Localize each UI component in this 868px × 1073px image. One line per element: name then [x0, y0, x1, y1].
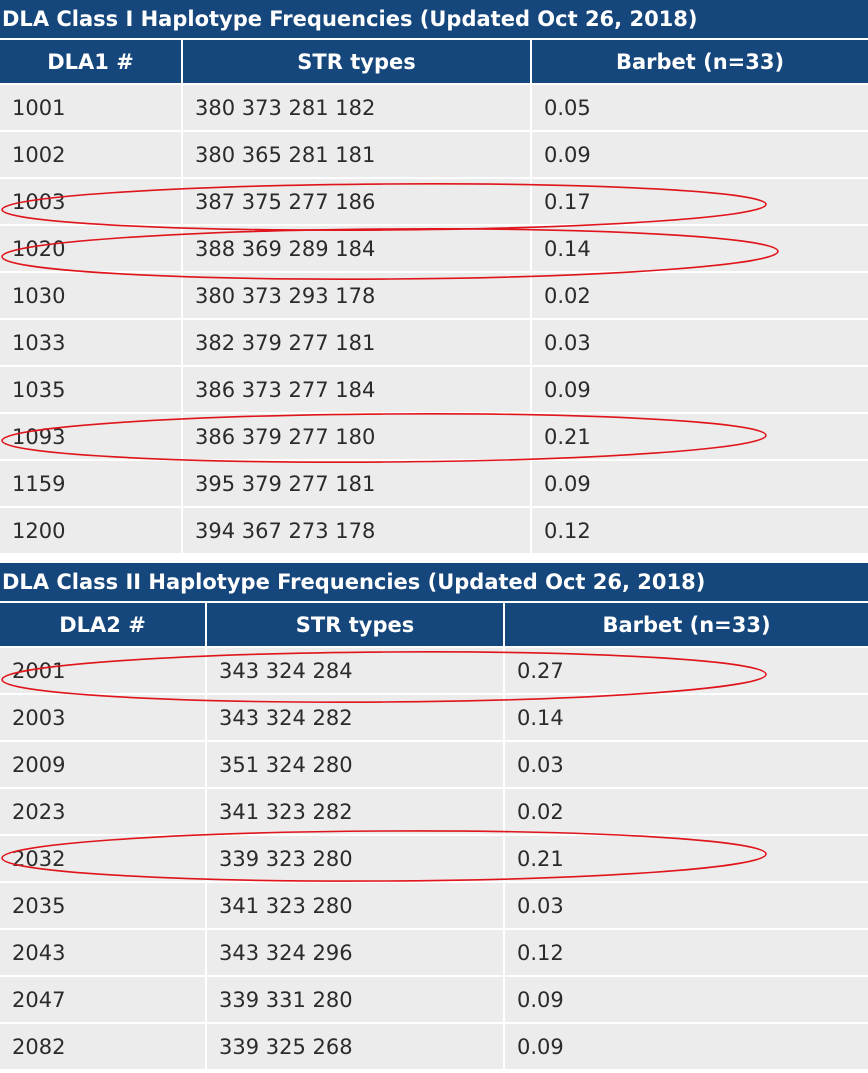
class1-header-dla1: DLA1 # — [0, 40, 183, 83]
haplotype-id-cell: 1200 — [0, 508, 183, 553]
class2-header-str-types: STR types — [207, 603, 505, 646]
haplotype-id-cell: 1001 — [0, 85, 183, 130]
frequency-cell: 0.09 — [505, 1024, 868, 1069]
frequency-cell: 0.09 — [532, 461, 868, 506]
frequency-cell: 0.12 — [532, 508, 868, 553]
str-types-cell: 343 324 282 — [207, 695, 505, 740]
haplotype-id-cell: 1030 — [0, 273, 183, 318]
str-types-cell: 341 323 282 — [207, 789, 505, 834]
frequency-cell: 0.05 — [532, 85, 868, 130]
str-types-cell: 380 365 281 181 — [183, 132, 532, 177]
haplotype-id-cell: 2043 — [0, 930, 207, 975]
str-types-cell: 387 375 277 186 — [183, 179, 532, 224]
str-types-cell: 394 367 273 178 — [183, 508, 532, 553]
frequency-cell: 0.21 — [532, 414, 868, 459]
table-row: 2023 341 323 282 0.02 — [0, 789, 868, 836]
table-row: 2001 343 324 284 0.27 — [0, 648, 868, 695]
class2-body: 2001 343 324 284 0.27 2003 343 324 282 0.14 20… — [0, 648, 868, 1071]
table-row: 1159 395 379 277 181 0.09 — [0, 461, 868, 508]
table-row: 2009 351 324 280 0.03 — [0, 742, 868, 789]
haplotype-id-cell: 2047 — [0, 977, 207, 1022]
haplotype-id-cell: 2023 — [0, 789, 207, 834]
class1-header-barbet: Barbet (n=33) — [532, 40, 868, 83]
haplotype-id-cell: 2032 — [0, 836, 207, 881]
str-types-cell: 343 324 296 — [207, 930, 505, 975]
frequency-cell: 0.09 — [532, 132, 868, 177]
table-row: 1035 386 373 277 184 0.09 — [0, 367, 868, 414]
table-row: 1030 380 373 293 178 0.02 — [0, 273, 868, 320]
str-types-cell: 388 369 289 184 — [183, 226, 532, 271]
haplotype-id-cell: 1033 — [0, 320, 183, 365]
table-row: 1200 394 367 273 178 0.12 — [0, 508, 868, 555]
frequency-cell: 0.09 — [532, 367, 868, 412]
str-types-cell: 339 323 280 — [207, 836, 505, 881]
table-row: 1033 382 379 277 181 0.03 — [0, 320, 868, 367]
table-row: 2035 341 323 280 0.03 — [0, 883, 868, 930]
haplotype-id-cell: 1035 — [0, 367, 183, 412]
table-row: 2082 339 325 268 0.09 — [0, 1024, 868, 1071]
haplotype-id-cell: 2082 — [0, 1024, 207, 1069]
haplotype-id-cell: 1003 — [0, 179, 183, 224]
table-row: 2032 339 323 280 0.21 — [0, 836, 868, 883]
str-types-cell: 343 324 284 — [207, 648, 505, 693]
haplotype-id-cell: 1159 — [0, 461, 183, 506]
table-row: 1003 387 375 277 186 0.17 — [0, 179, 868, 226]
frequency-cell: 0.21 — [505, 836, 868, 881]
table-row: 2047 339 331 280 0.09 — [0, 977, 868, 1024]
class1-header-row: DLA1 # STR types Barbet (n=33) — [0, 38, 868, 85]
str-types-cell: 386 379 277 180 — [183, 414, 532, 459]
frequency-cell: 0.02 — [505, 789, 868, 834]
class2-header-row: DLA2 # STR types Barbet (n=33) — [0, 601, 868, 648]
frequency-cell: 0.12 — [505, 930, 868, 975]
haplotype-id-cell: 2009 — [0, 742, 207, 787]
class1-header-str-types: STR types — [183, 40, 532, 83]
table-row: 2003 343 324 282 0.14 — [0, 695, 868, 742]
haplotype-id-cell: 2003 — [0, 695, 207, 740]
class2-title: DLA Class II Haplotype Frequencies (Upda… — [0, 563, 868, 601]
str-types-cell: 380 373 293 178 — [183, 273, 532, 318]
table-row: 1002 380 365 281 181 0.09 — [0, 132, 868, 179]
haplotype-id-cell: 2001 — [0, 648, 207, 693]
haplotype-id-cell: 1020 — [0, 226, 183, 271]
frequency-cell: 0.27 — [505, 648, 868, 693]
str-types-cell: 382 379 277 181 — [183, 320, 532, 365]
str-types-cell: 395 379 277 181 — [183, 461, 532, 506]
str-types-cell: 339 325 268 — [207, 1024, 505, 1069]
frequency-cell: 0.14 — [532, 226, 868, 271]
class2-header-barbet: Barbet (n=33) — [505, 603, 868, 646]
frequency-cell: 0.14 — [505, 695, 868, 740]
class1-body: 1001 380 373 281 182 0.05 1002 380 365 281 1… — [0, 85, 868, 555]
str-types-cell: 380 373 281 182 — [183, 85, 532, 130]
table-row: 1001 380 373 281 182 0.05 — [0, 85, 868, 132]
haplotype-id-cell: 1093 — [0, 414, 183, 459]
frequency-cell: 0.03 — [505, 742, 868, 787]
frequency-cell: 0.17 — [532, 179, 868, 224]
class2-header-dla2: DLA2 # — [0, 603, 207, 646]
table-row: 1020 388 369 289 184 0.14 — [0, 226, 868, 273]
frequency-cell: 0.02 — [532, 273, 868, 318]
haplotype-id-cell: 2035 — [0, 883, 207, 928]
str-types-cell: 341 323 280 — [207, 883, 505, 928]
frequency-cell: 0.03 — [532, 320, 868, 365]
class2-table: DLA Class II Haplotype Frequencies (Upda… — [0, 563, 868, 1071]
class1-title: DLA Class I Haplotype Frequencies (Updat… — [0, 0, 868, 38]
str-types-cell: 351 324 280 — [207, 742, 505, 787]
str-types-cell: 386 373 277 184 — [183, 367, 532, 412]
table-row: 1093 386 379 277 180 0.21 — [0, 414, 868, 461]
str-types-cell: 339 331 280 — [207, 977, 505, 1022]
frequency-cell: 0.03 — [505, 883, 868, 928]
class1-table: DLA Class I Haplotype Frequencies (Updat… — [0, 0, 868, 555]
table-row: 2043 343 324 296 0.12 — [0, 930, 868, 977]
haplotype-id-cell: 1002 — [0, 132, 183, 177]
frequency-cell: 0.09 — [505, 977, 868, 1022]
